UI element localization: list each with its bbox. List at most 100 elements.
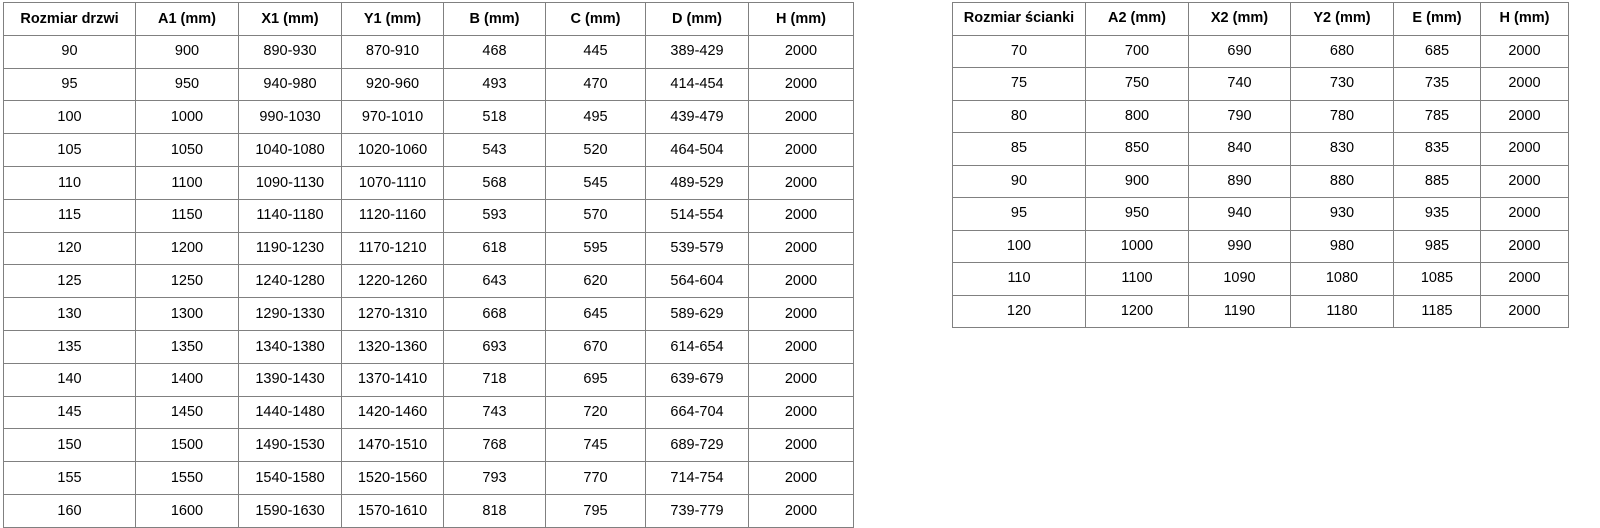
table-row: 160 1600 1590-1630 1570-1610 818 795 739-779 20…	[3, 493, 854, 528]
table-cell: 990	[1188, 229, 1291, 263]
column-header: A2 (mm)	[1085, 2, 1189, 36]
table-cell: 780	[1290, 99, 1394, 133]
table-cell: 2000	[748, 329, 854, 364]
table-cell: 140	[3, 362, 136, 397]
column-header: X2 (mm)	[1188, 2, 1291, 36]
table-cell: 930	[1290, 197, 1394, 231]
table-cell: 1000	[135, 100, 239, 135]
table-cell: 2000	[1480, 262, 1569, 296]
table-cell: 743	[443, 395, 546, 430]
table-cell: 445	[545, 34, 646, 69]
table-cell: 1190	[1188, 294, 1291, 328]
table-row: 105 1050 1040-1080 1020-1060 543 520 464-504 20…	[3, 133, 854, 167]
table-cell: 2000	[748, 133, 854, 167]
table-cell: 2000	[748, 493, 854, 528]
table-cell: 545	[545, 165, 646, 200]
table-cell: 670	[545, 329, 646, 364]
table-cell: 110	[3, 165, 136, 200]
table-cell: 1240-1280	[238, 264, 342, 299]
table-cell: 2000	[1480, 34, 1569, 68]
table-cell: 130	[3, 297, 136, 331]
table-cell: 468	[443, 34, 546, 69]
table-cell: 1050	[135, 133, 239, 167]
table-cell: 735	[1393, 67, 1481, 101]
table-cell: 935	[1393, 197, 1481, 231]
table-cell: 618	[443, 231, 546, 266]
column-header: H (mm)	[748, 2, 854, 36]
table-cell: 880	[1290, 164, 1394, 198]
table-cell: 70	[952, 34, 1086, 68]
table-cell: 2000	[748, 198, 854, 233]
column-header: Rozmiar drzwi	[3, 2, 136, 36]
table-cell: 990-1030	[238, 100, 342, 135]
table-cell: 900	[135, 34, 239, 69]
table-cell: 850	[1085, 132, 1189, 166]
header-row: Rozmiar ścianki A2 (mm) X2 (mm) Y2 (mm) E (m…	[952, 2, 1569, 36]
table-cell: 739-779	[645, 493, 749, 528]
column-header: E (mm)	[1393, 2, 1481, 36]
table-row: 155 1550 1540-1580 1520-1560 793 770 714-754 20…	[3, 461, 854, 495]
table-cell: 1270-1310	[341, 297, 444, 331]
table-cell: 100	[3, 100, 136, 135]
table-row: 75 750 740 730 735 2000	[952, 67, 1569, 101]
table-cell: 595	[545, 231, 646, 266]
table-cell: 1090	[1188, 262, 1291, 296]
table-cell: 985	[1393, 229, 1481, 263]
table-cell: 1340-1380	[238, 329, 342, 364]
column-header: Rozmiar ścianki	[952, 2, 1086, 36]
table-cell: 389-429	[645, 34, 749, 69]
table-cell: 830	[1290, 132, 1394, 166]
table-cell: 920-960	[341, 67, 444, 102]
table-cell: 790	[1188, 99, 1291, 133]
table-cell: 1220-1260	[341, 264, 444, 299]
table-cell: 1440-1480	[238, 395, 342, 430]
table-cell: 2000	[748, 165, 854, 200]
table-row: 150 1500 1490-1530 1470-1510 768 745 689-729 20…	[3, 428, 854, 463]
table-cell: 1570-1610	[341, 493, 444, 528]
table-cell: 95	[952, 197, 1086, 231]
table-cell: 770	[545, 461, 646, 495]
wall-dimensions-table: Rozmiar ścianki A2 (mm) X2 (mm) Y2 (mm) E (m…	[952, 2, 1569, 328]
table-cell: 1080	[1290, 262, 1394, 296]
table-cell: 718	[443, 362, 546, 397]
table-row: 95 950 940 930 935 2000	[952, 197, 1569, 231]
table-cell: 1450	[135, 395, 239, 430]
table-cell: 2000	[748, 461, 854, 495]
table-cell: 589-629	[645, 297, 749, 331]
table-cell: 940-980	[238, 67, 342, 102]
table-cell: 2000	[748, 428, 854, 463]
table-cell: 720	[545, 395, 646, 430]
table-cell: 690	[1188, 34, 1291, 68]
table-cell: 568	[443, 165, 546, 200]
column-header: H (mm)	[1480, 2, 1569, 36]
table-cell: 1085	[1393, 262, 1481, 296]
table-cell: 564-604	[645, 264, 749, 299]
table-cell: 543	[443, 133, 546, 167]
table-cell: 1320-1360	[341, 329, 444, 364]
table-row: 85 850 840 830 835 2000	[952, 132, 1569, 166]
table-cell: 695	[545, 362, 646, 397]
table-cell: 1200	[1085, 294, 1189, 328]
table-cell: 1250	[135, 264, 239, 299]
table-cell: 1550	[135, 461, 239, 495]
table-cell: 2000	[1480, 99, 1569, 133]
table-cell: 818	[443, 493, 546, 528]
column-header: X1 (mm)	[238, 2, 342, 36]
table-cell: 495	[545, 100, 646, 135]
table-body: 70 700 690 680 685 2000 75 750 740 730 735 2000 80 80…	[952, 34, 1569, 328]
table-cell: 1500	[135, 428, 239, 463]
table-cell: 1370-1410	[341, 362, 444, 397]
table-cell: 870-910	[341, 34, 444, 69]
table-cell: 645	[545, 297, 646, 331]
column-header: D (mm)	[645, 2, 749, 36]
table-cell: 90	[952, 164, 1086, 198]
table-cell: 2000	[748, 67, 854, 102]
table-cell: 520	[545, 133, 646, 167]
table-body: 90 900 890-930 870-910 468 445 389-429 2000 95 95…	[3, 34, 854, 528]
table-cell: 120	[952, 294, 1086, 328]
table-row: 135 1350 1340-1380 1320-1360 693 670 614-654 20…	[3, 329, 854, 364]
column-header: Y1 (mm)	[341, 2, 444, 36]
table-cell: 2000	[748, 297, 854, 331]
column-header: C (mm)	[545, 2, 646, 36]
table-cell: 639-679	[645, 362, 749, 397]
